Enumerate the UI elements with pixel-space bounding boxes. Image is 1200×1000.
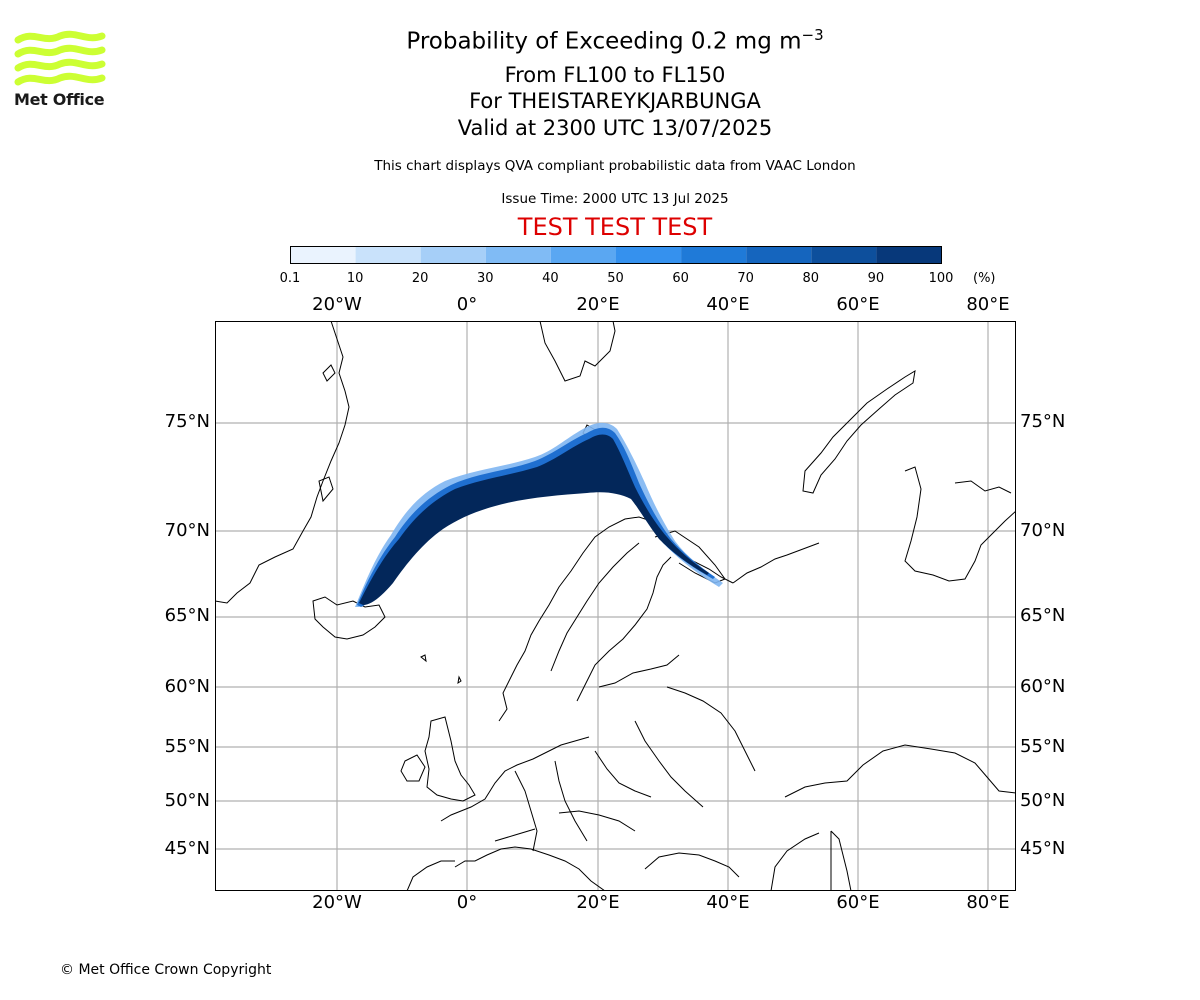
- colorbar-tick-label: 40: [542, 271, 559, 286]
- colorbar-tick-label: 10: [346, 271, 364, 286]
- longitude-label-top: 20°W: [312, 294, 362, 315]
- colorbar-cell: [681, 246, 747, 264]
- colorbar-tick-label: 50: [607, 271, 624, 286]
- issue-time: Issue Time: 2000 UTC 13 Jul 2025: [501, 191, 729, 207]
- logo-text: Met Office: [14, 90, 105, 109]
- map-panel[interactable]: [215, 321, 1016, 891]
- colorbar-cell: [550, 246, 616, 264]
- flight-levels: From FL100 to FL150: [504, 63, 726, 87]
- colorbar-tick-label: 70: [737, 271, 754, 286]
- colorbar-cell: [811, 246, 877, 264]
- longitude-label-bottom: 40°E: [706, 892, 750, 913]
- latitude-label-left: 45°N: [164, 838, 210, 859]
- latitude-label-right: 65°N: [1020, 605, 1066, 626]
- colorbar-tick-label: 0.1: [279, 271, 301, 286]
- colorbar-cell: [485, 246, 551, 264]
- longitude-label-bottom: 60°E: [836, 892, 880, 913]
- longitude-label-bottom: 0°: [456, 892, 478, 913]
- latitude-label-right: 70°N: [1020, 520, 1066, 541]
- latitude-label-right: 45°N: [1020, 838, 1066, 859]
- colorbar-units: (%): [973, 271, 996, 286]
- test-banner: TEST TEST TEST: [517, 213, 713, 241]
- colorbar-tick-label: 60: [672, 271, 689, 286]
- colorbar-tick-label: 20: [411, 271, 429, 286]
- longitude-label-top: 20°E: [576, 294, 620, 315]
- copyright: © Met Office Crown Copyright: [60, 962, 272, 978]
- longitude-label-bottom: 20°W: [312, 892, 362, 913]
- latitude-label-left: 70°N: [164, 520, 210, 541]
- ash-plume: [355, 422, 723, 607]
- graticule: [215, 321, 1016, 891]
- met-office-logo: [14, 30, 106, 86]
- qva-note: This chart displays QVA compliant probab…: [374, 158, 856, 174]
- latitude-label-left: 60°N: [164, 676, 210, 697]
- colorbar-cell: [876, 246, 942, 264]
- latitude-label-right: 55°N: [1020, 736, 1066, 757]
- latitude-label-right: 75°N: [1020, 411, 1066, 432]
- latitude-label-left: 50°N: [164, 790, 210, 811]
- latitude-label-right: 50°N: [1020, 790, 1066, 811]
- colorbar-cell: [290, 246, 356, 264]
- colorbar-tick-label: 90: [867, 271, 885, 286]
- colorbar-tick-label: 30: [477, 271, 494, 286]
- colorbar: [290, 246, 942, 264]
- latitude-label-left: 65°N: [164, 605, 210, 626]
- longitude-label-top: 40°E: [706, 294, 750, 315]
- latitude-label-right: 60°N: [1020, 676, 1066, 697]
- longitude-label-top: 80°E: [966, 294, 1010, 315]
- colorbar-cell: [420, 246, 486, 264]
- longitude-label-bottom: 20°E: [576, 892, 620, 913]
- latitude-label-left: 75°N: [164, 411, 210, 432]
- colorbar-cell: [746, 246, 812, 264]
- longitude-label-top: 60°E: [836, 294, 880, 315]
- valid-time: Valid at 2300 UTC 13/07/2025: [457, 116, 773, 140]
- coastlines: [215, 321, 1016, 891]
- colorbar-tick-label: 100: [928, 271, 954, 286]
- colorbar-tick-label: 80: [802, 271, 820, 286]
- volcano-name: For THEISTAREYKJARBUNGA: [469, 89, 761, 113]
- longitude-label-top: 0°: [456, 294, 478, 315]
- latitude-label-left: 55°N: [164, 736, 210, 757]
- colorbar-cell: [616, 246, 682, 264]
- longitude-label-bottom: 80°E: [966, 892, 1010, 913]
- colorbar-cell: [355, 246, 421, 264]
- chart-title: Probability of Exceeding 0.2 mg m−3: [406, 26, 824, 55]
